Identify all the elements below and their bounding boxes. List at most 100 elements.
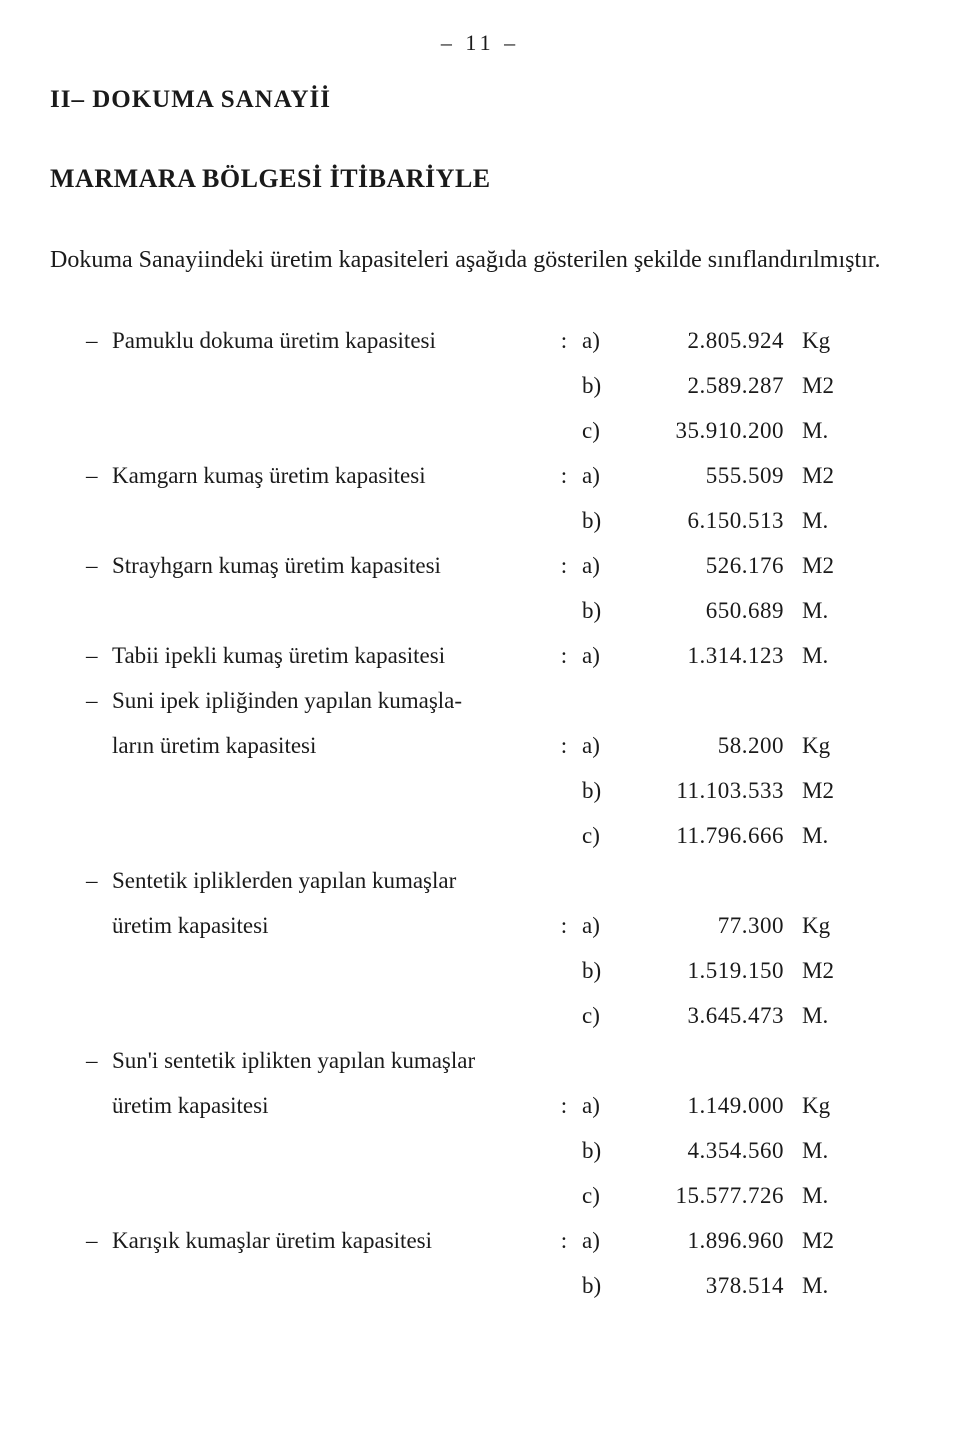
- list-row: üretim kapasitesi:a)1.149.000Kg: [86, 1084, 910, 1129]
- row-letter: a): [576, 319, 626, 364]
- row-unit: M.: [796, 409, 856, 454]
- colon: :: [552, 634, 576, 679]
- row-unit: M2: [796, 769, 856, 814]
- list-row: b)378.514M.: [86, 1264, 910, 1309]
- row-value: 650.689: [626, 589, 796, 634]
- row-unit: M2: [796, 1219, 856, 1264]
- row-unit: M2: [796, 544, 856, 589]
- row-unit: M.: [796, 589, 856, 634]
- row-value: 11.103.533: [626, 769, 796, 814]
- list-row: –Strayhgarn kumaş üretim kapasitesi:a)52…: [86, 544, 910, 589]
- list-dash: –: [86, 454, 112, 499]
- item-label: Tabii ipekli kumaş üretim kapasitesi: [112, 634, 552, 679]
- list-row: c)15.577.726M.: [86, 1174, 910, 1219]
- list-row: c)3.645.473M.: [86, 994, 910, 1039]
- row-value: 6.150.513: [626, 499, 796, 544]
- row-unit: M.: [796, 499, 856, 544]
- item-label: Kamgarn kumaş üretim kapasitesi: [112, 454, 552, 499]
- list-row: –Tabii ipekli kumaş üretim kapasitesi:a)…: [86, 634, 910, 679]
- row-value: 2.805.924: [626, 319, 796, 364]
- intro-paragraph: Dokuma Sanayiindeki üretim kapasiteleri …: [50, 242, 910, 279]
- list-row: –Suni ipek ipliğinden yapılan kumaşla-: [86, 679, 910, 724]
- row-value: 77.300: [626, 904, 796, 949]
- list-dash: –: [86, 544, 112, 589]
- row-letter: b): [576, 1129, 626, 1174]
- row-letter: c): [576, 409, 626, 454]
- list-row: ların üretim kapasitesi:a)58.200Kg: [86, 724, 910, 769]
- region-title: MARMARA BÖLGESİ İTİBARİYLE: [50, 164, 910, 194]
- row-unit: M.: [796, 1174, 856, 1219]
- item-label-cont: üretim kapasitesi: [112, 1084, 552, 1129]
- list-dash: –: [86, 859, 112, 904]
- row-unit: Kg: [796, 904, 856, 949]
- list-row: üretim kapasitesi:a)77.300Kg: [86, 904, 910, 949]
- colon: :: [552, 319, 576, 364]
- list-row: c)35.910.200M.: [86, 409, 910, 454]
- colon: :: [552, 1219, 576, 1264]
- row-value: 1.314.123: [626, 634, 796, 679]
- list-row: –Sentetik ipliklerden yapılan kumaşlar: [86, 859, 910, 904]
- list-row: c)11.796.666M.: [86, 814, 910, 859]
- row-letter: a): [576, 454, 626, 499]
- row-value: 555.509: [626, 454, 796, 499]
- list-row: –Karışık kumaşlar üretim kapasitesi:a)1.…: [86, 1219, 910, 1264]
- row-unit: M.: [796, 634, 856, 679]
- row-letter: a): [576, 634, 626, 679]
- item-label: Strayhgarn kumaş üretim kapasitesi: [112, 544, 552, 589]
- page-number: – 11 –: [50, 30, 910, 56]
- row-letter: b): [576, 949, 626, 994]
- item-label: Pamuklu dokuma üretim kapasitesi: [112, 319, 552, 364]
- item-label: Suni ipek ipliğinden yapılan kumaşla-: [112, 679, 910, 724]
- item-label: Sun'i sentetik iplikten yapılan kumaşlar: [112, 1039, 910, 1084]
- row-letter: b): [576, 769, 626, 814]
- row-value: 58.200: [626, 724, 796, 769]
- row-value: 3.645.473: [626, 994, 796, 1039]
- list-row: –Pamuklu dokuma üretim kapasitesi:a)2.80…: [86, 319, 910, 364]
- colon: :: [552, 904, 576, 949]
- row-value: 11.796.666: [626, 814, 796, 859]
- row-letter: c): [576, 994, 626, 1039]
- list-dash: –: [86, 634, 112, 679]
- row-unit: M.: [796, 1129, 856, 1174]
- row-letter: b): [576, 499, 626, 544]
- row-unit: M2: [796, 364, 856, 409]
- row-value: 1.149.000: [626, 1084, 796, 1129]
- row-unit: M.: [796, 814, 856, 859]
- row-letter: a): [576, 544, 626, 589]
- row-unit: M.: [796, 994, 856, 1039]
- row-value: 4.354.560: [626, 1129, 796, 1174]
- row-value: 2.589.287: [626, 364, 796, 409]
- row-unit: M2: [796, 454, 856, 499]
- list-dash: –: [86, 1219, 112, 1264]
- row-letter: a): [576, 904, 626, 949]
- list-row: b)6.150.513M.: [86, 499, 910, 544]
- row-letter: a): [576, 724, 626, 769]
- list-row: b)2.589.287M2: [86, 364, 910, 409]
- list-row: –Sun'i sentetik iplikten yapılan kumaşla…: [86, 1039, 910, 1084]
- row-unit: Kg: [796, 319, 856, 364]
- row-letter: c): [576, 1174, 626, 1219]
- row-value: 1.519.150: [626, 949, 796, 994]
- colon: :: [552, 454, 576, 499]
- colon: :: [552, 724, 576, 769]
- list-dash: –: [86, 679, 112, 724]
- item-label: Sentetik ipliklerden yapılan kumaşlar: [112, 859, 910, 904]
- row-unit: Kg: [796, 724, 856, 769]
- list-dash: –: [86, 319, 112, 364]
- row-letter: c): [576, 814, 626, 859]
- row-unit: Kg: [796, 1084, 856, 1129]
- row-letter: a): [576, 1084, 626, 1129]
- row-value: 526.176: [626, 544, 796, 589]
- row-unit: M2: [796, 949, 856, 994]
- list-dash: –: [86, 1039, 112, 1084]
- list-row: b)4.354.560M.: [86, 1129, 910, 1174]
- section-title: II– DOKUMA SANAYİİ: [50, 86, 910, 114]
- list-row: –Kamgarn kumaş üretim kapasitesi:a)555.5…: [86, 454, 910, 499]
- row-value: 1.896.960: [626, 1219, 796, 1264]
- row-unit: M.: [796, 1264, 856, 1309]
- item-label-cont: ların üretim kapasitesi: [112, 724, 552, 769]
- list-row: b)11.103.533M2: [86, 769, 910, 814]
- colon: :: [552, 544, 576, 589]
- capacity-list: –Pamuklu dokuma üretim kapasitesi:a)2.80…: [86, 319, 910, 1309]
- row-value: 35.910.200: [626, 409, 796, 454]
